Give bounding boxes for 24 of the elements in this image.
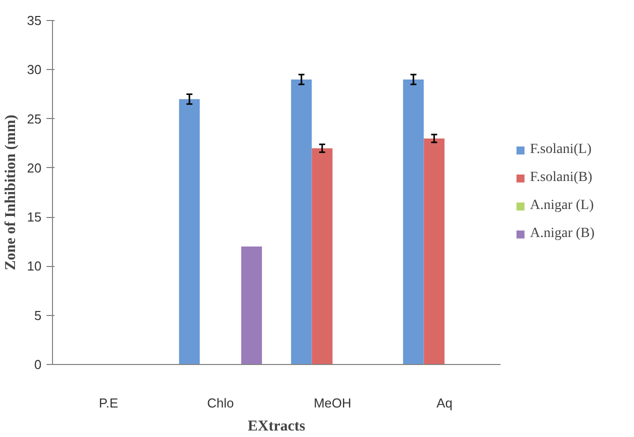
y-tick-label: 10 <box>27 258 42 274</box>
bar <box>403 79 424 364</box>
y-tick-label: 5 <box>34 308 42 323</box>
x-tick-label: MeOH <box>314 396 352 410</box>
y-tick-label: 15 <box>27 210 42 225</box>
bar <box>291 79 312 364</box>
y-axis-title: Zone of Inhibition (mm) <box>3 114 20 270</box>
x-tick-label: P.E <box>98 396 118 410</box>
x-tick-label: Aq <box>436 396 452 410</box>
bar <box>241 246 262 364</box>
bar <box>179 99 200 364</box>
y-tick-label: 0 <box>34 357 42 372</box>
y-tick-label: 30 <box>27 62 42 78</box>
bar <box>424 138 444 364</box>
legend-label: A.nigar (L) <box>530 198 594 214</box>
legend-label: A.nigar (B) <box>530 226 595 242</box>
x-tick-label: Chlo <box>207 396 234 410</box>
bar <box>312 148 332 364</box>
y-tick-label: 20 <box>27 160 42 176</box>
x-axis-title: EXtracts <box>248 418 306 434</box>
legend-label: F.solani(B) <box>530 170 592 186</box>
y-tick-label: 25 <box>27 111 42 126</box>
legend-label: F.solani(L) <box>530 142 592 158</box>
y-tick-label: 35 <box>27 13 42 28</box>
